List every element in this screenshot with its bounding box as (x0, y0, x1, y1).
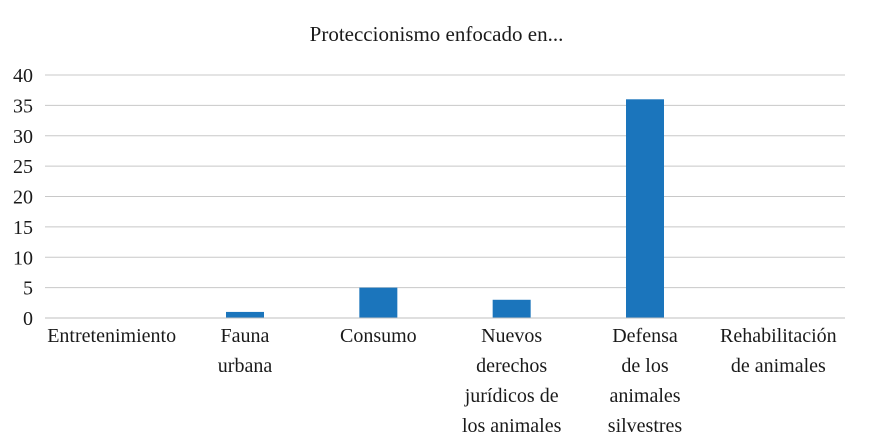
x-category-label: Fauna urbana (175, 321, 315, 381)
x-category-label-line: Entretenimiento (47, 325, 177, 347)
x-category-label: Entretenimiento (42, 321, 182, 351)
x-category-label: Consumo (308, 321, 448, 351)
bars (226, 99, 664, 318)
y-tick-label: 20 (13, 187, 33, 209)
x-category-label-line: urbana (217, 355, 273, 377)
bar (626, 99, 664, 318)
y-tick-label: 15 (13, 217, 33, 239)
x-category-label-line: Defensa (612, 325, 678, 347)
bar (359, 287, 398, 318)
y-tick-label: 40 (13, 65, 33, 87)
y-tick-label: 35 (13, 95, 33, 117)
x-category-label-line: silvestres (607, 415, 683, 437)
y-tick-label: 30 (13, 126, 33, 148)
chart-title: Proteccionismo enfocado en... (309, 22, 564, 46)
y-axis-ticks: 0 5 10 15 20 25 30 35 40 (13, 65, 33, 330)
x-category-label-line: de los (621, 355, 669, 377)
gridlines (45, 74, 845, 289)
y-tick-label: 5 (23, 278, 33, 300)
x-category-label-line: los animales (461, 415, 562, 437)
x-category-label-line: derechos (476, 355, 548, 377)
y-tick-label: 10 (13, 247, 33, 269)
y-tick-label: 0 (23, 308, 33, 330)
x-category-label: Defensa de los animales silvestres (575, 321, 715, 441)
bar (226, 311, 264, 318)
x-category-label-line: Fauna (220, 325, 270, 347)
x-category-label-line: Rehabilitación (720, 325, 837, 347)
x-category-label-line: Consumo (339, 325, 417, 347)
x-category-label: Rehabilitación de animales (708, 321, 848, 381)
bar (492, 299, 531, 318)
y-tick-label: 25 (13, 156, 33, 178)
x-category-label-line: jurídicos de (464, 385, 559, 407)
x-category-label: Nuevos derechos jurídicos de los animales (442, 321, 582, 441)
x-category-label-line: animales (609, 385, 681, 407)
x-category-label-line: de animales (730, 355, 826, 377)
x-category-label-line: Nuevos (481, 325, 543, 347)
